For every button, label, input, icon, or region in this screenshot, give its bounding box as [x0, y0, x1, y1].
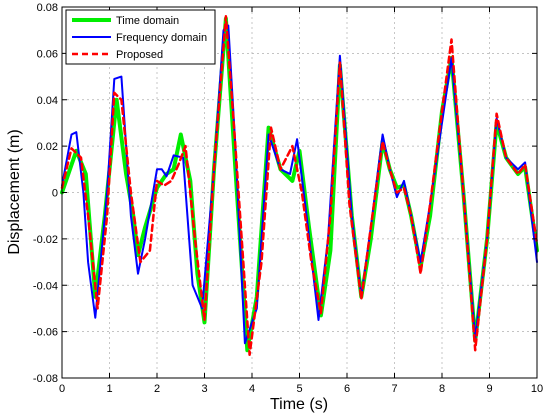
x-tick-label: 0 [59, 383, 65, 395]
y-tick-label: -0.02 [33, 234, 58, 246]
y-tick-label: 0.08 [37, 2, 58, 14]
y-axis-label: Displacement (m) [6, 129, 23, 254]
x-tick-label: 5 [296, 383, 302, 395]
legend-label-time-domain: Time domain [116, 15, 179, 27]
y-tick-label: 0.04 [37, 95, 58, 107]
x-tick-label: 10 [531, 383, 543, 395]
y-tick-label: -0.06 [33, 327, 58, 339]
legend-label-proposed: Proposed [116, 49, 163, 61]
legend: Time domain Frequency domain Proposed [65, 9, 216, 65]
x-tick-label: 6 [344, 383, 350, 395]
x-tick-label: 2 [154, 383, 160, 395]
x-tick-label: 7 [391, 383, 397, 395]
x-tick-label: 4 [249, 383, 255, 395]
x-tick-label: 1 [106, 383, 112, 395]
y-tick-label: -0.04 [33, 280, 58, 292]
legend-label-frequency-domain: Frequency domain [116, 32, 207, 44]
series-layer [60, 15, 539, 357]
x-axis-label: Time (s) [270, 396, 328, 413]
x-tick-label: 3 [201, 383, 207, 395]
x-tick-label: 8 [439, 383, 445, 395]
y-tick-label: -0.08 [33, 373, 58, 385]
y-tick-label: 0 [52, 188, 58, 200]
y-tick-label: 0.06 [37, 48, 58, 60]
y-tick-label: 0.02 [37, 141, 58, 153]
series-line-proposed [60, 15, 539, 357]
x-tick-label: 9 [486, 383, 492, 395]
